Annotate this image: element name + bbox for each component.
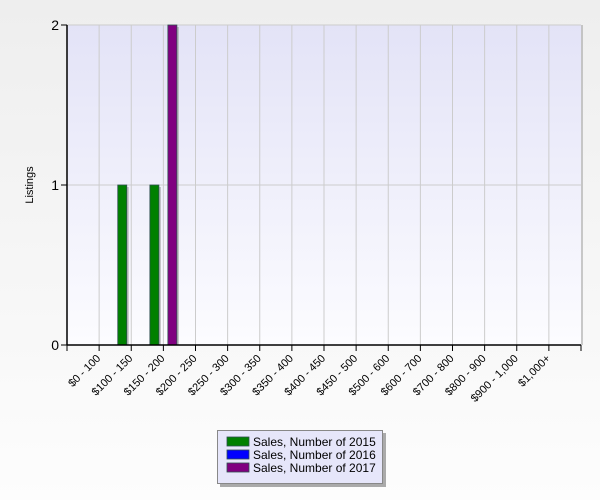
legend-swatch [226, 449, 250, 460]
bar-2017-2 [167, 24, 178, 346]
legend-label: Sales, Number of 2015 [253, 435, 376, 449]
y-tick-label: 2 [51, 17, 59, 33]
legend-swatch [226, 436, 250, 447]
y-axis-label: Listings [24, 166, 36, 204]
bar-2015-2 [149, 184, 160, 346]
y-tick-label: 1 [51, 177, 59, 193]
legend-swatch [226, 462, 250, 473]
bar-2015-1 [117, 184, 128, 346]
legend-label: Sales, Number of 2016 [253, 448, 376, 462]
y-tick-label: 0 [51, 337, 59, 353]
x-tick-label: $1,000+ [516, 353, 553, 390]
legend-label: Sales, Number of 2017 [253, 461, 376, 475]
